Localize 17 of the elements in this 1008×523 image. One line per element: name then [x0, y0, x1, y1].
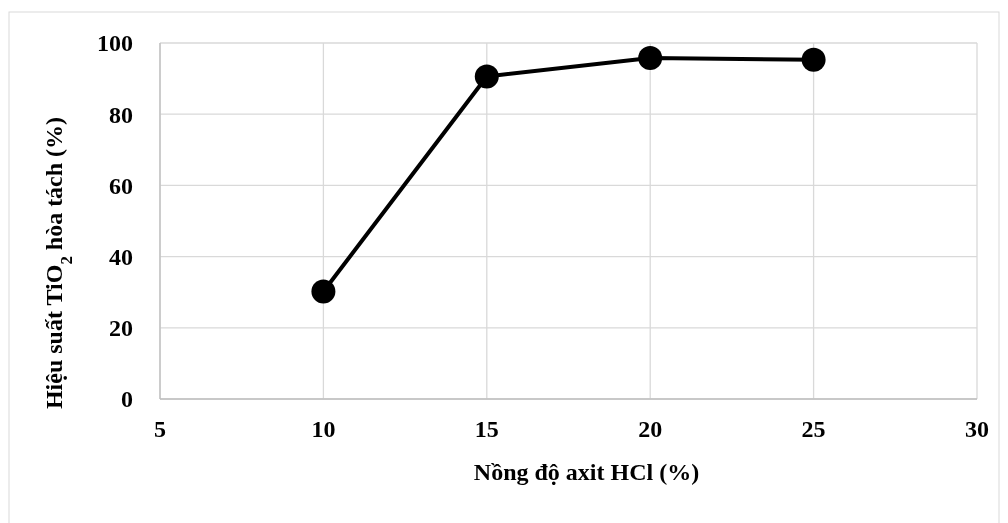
x-tick-label: 20 [638, 416, 663, 442]
y-tick-label: 100 [97, 30, 133, 57]
x-tick-label: 25 [801, 416, 826, 442]
y-tick-label: 0 [121, 386, 133, 413]
x-tick-label: 5 [154, 416, 166, 442]
y-tick-label: 20 [109, 315, 133, 342]
point [638, 45, 663, 70]
y-tick-label: 80 [109, 101, 133, 128]
x-tick-label: 10 [311, 416, 336, 442]
x-tick-label: 30 [965, 416, 989, 442]
x-tick-label: 15 [474, 416, 499, 442]
point [311, 279, 336, 304]
point [474, 64, 499, 89]
point [801, 47, 826, 72]
x-axis-title: Nồng độ axit HCl (%) [473, 459, 700, 485]
y-tick-label: 40 [109, 244, 133, 270]
y-tick-label: 60 [109, 172, 133, 199]
